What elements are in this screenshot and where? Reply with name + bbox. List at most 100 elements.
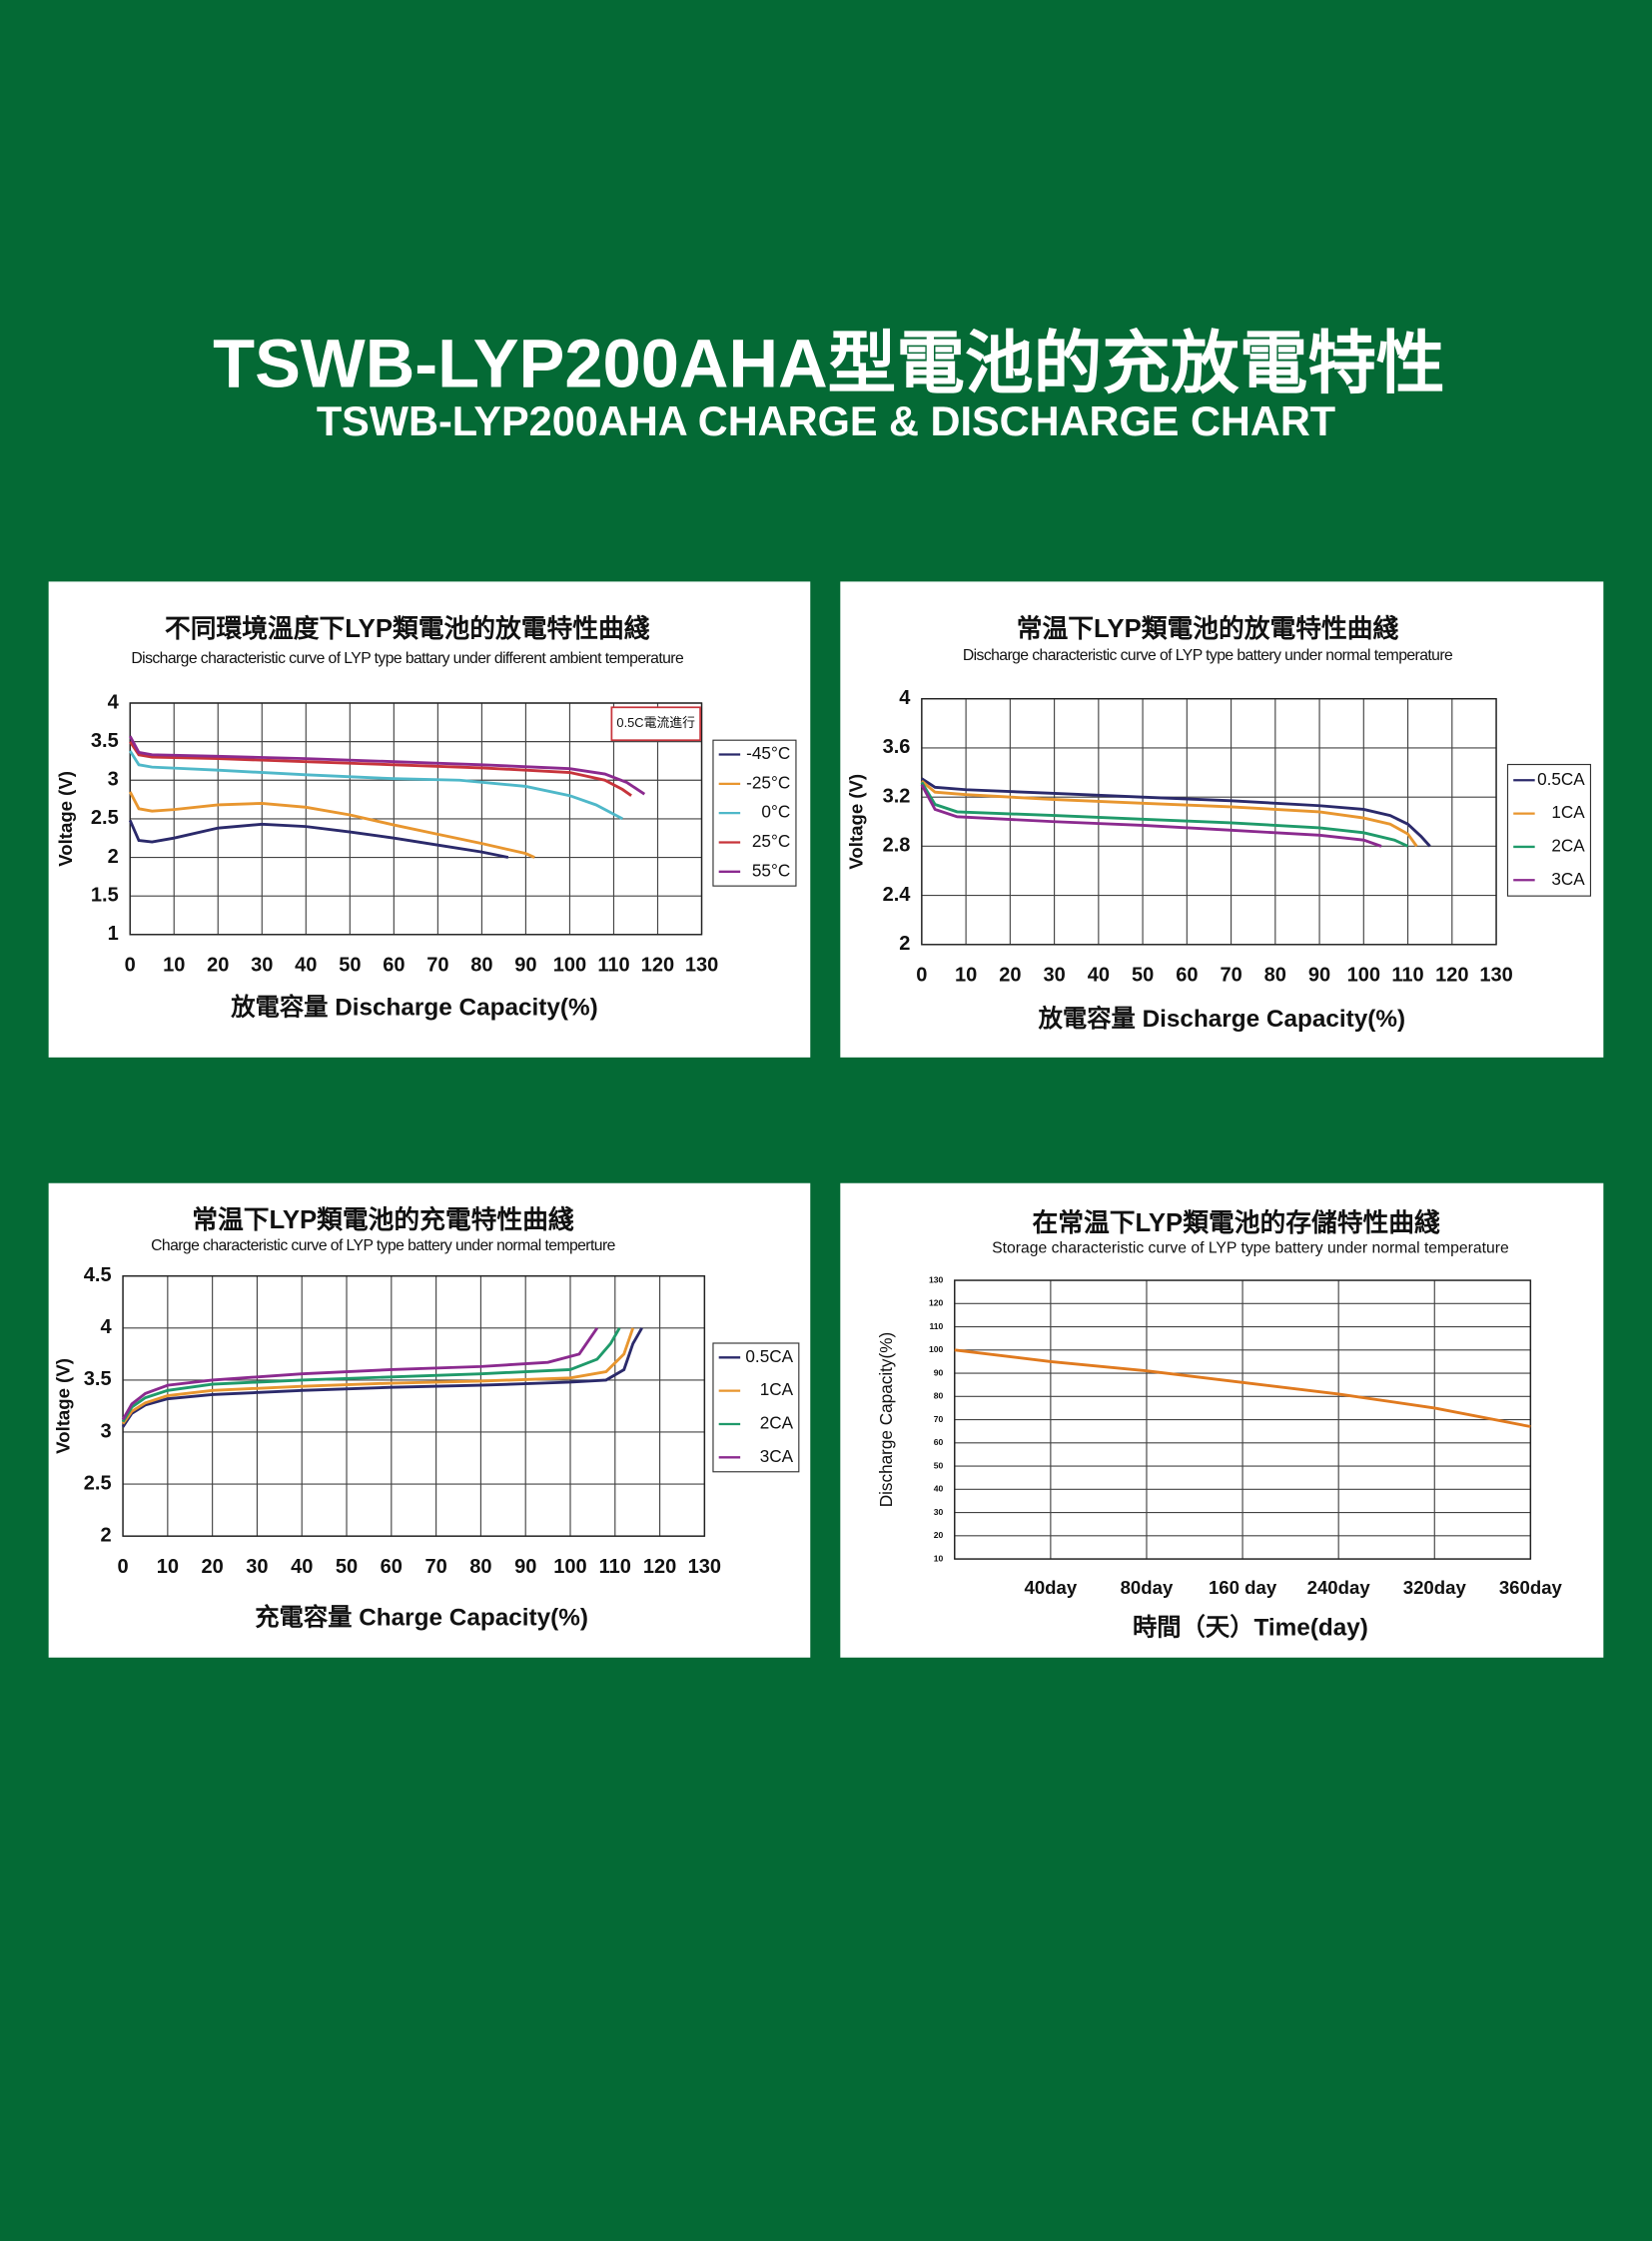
y-tick-label: 2.5 (91, 807, 119, 829)
x-tick-label: 40 (291, 1556, 313, 1578)
y-tick-label: 2 (100, 1524, 111, 1546)
panel (48, 581, 811, 1058)
x-tick-label: 50 (336, 1556, 358, 1578)
x-axis-label: 放電容量 Discharge Capacity(%) (1038, 1005, 1405, 1033)
x-tick-label: 60 (383, 955, 405, 977)
x-tick-label: 100 (1347, 965, 1380, 987)
x-tick-label: 0 (916, 965, 927, 987)
y-axis-label: Discharge Capacity(%) (876, 1332, 896, 1507)
plot-frame (129, 702, 703, 936)
x-tick-label: 20 (999, 965, 1021, 987)
x-tick-label: 360day (1499, 1577, 1563, 1598)
y-tick-label: 4.5 (84, 1264, 112, 1286)
x-tick-label: 70 (424, 1556, 446, 1578)
x-tick-label: 80 (470, 955, 492, 977)
y-tick-label: 4 (899, 687, 911, 709)
y-axis-label: Voltage (V) (55, 771, 76, 867)
x-tick-label: 110 (599, 1556, 631, 1578)
chart-subtitle: Discharge characteristic curve of LYP ty… (131, 650, 684, 667)
legend-label: 0.5CA (1537, 769, 1585, 789)
legend-label: 2CA (760, 1413, 794, 1433)
y-tick-label: 30 (934, 1507, 944, 1517)
x-tick-label: 20 (207, 955, 229, 977)
legend-label: 25°C (752, 831, 790, 851)
y-tick-label: 1 (108, 923, 119, 945)
x-tick-label: 100 (553, 1556, 586, 1578)
y-axis-label: Voltage (V) (52, 1358, 73, 1454)
x-tick-label: 60 (381, 1556, 403, 1578)
x-tick-label: 10 (157, 1556, 179, 1578)
x-tick-label: 0 (125, 955, 136, 977)
series-line (121, 1327, 599, 1421)
y-tick-label: 3 (100, 1420, 111, 1442)
x-tick-label: 10 (163, 955, 185, 977)
series-line (121, 1327, 621, 1423)
legend-label: 0°C (761, 802, 790, 822)
panel (840, 581, 1604, 1058)
series-line (121, 1327, 635, 1425)
x-tick-label: 100 (553, 955, 586, 977)
x-tick-label: 50 (1132, 965, 1154, 987)
y-tick-label: 50 (934, 1460, 944, 1470)
x-tick-label: 320day (1403, 1577, 1467, 1598)
y-tick-label: 20 (934, 1530, 944, 1540)
chart-title: 常温下LYP類電池的充電特性曲綫 (192, 1204, 574, 1234)
page-title: TSWB-LYP200AHA型電池的充放電特性 (213, 325, 1444, 401)
x-axis-label: 充電容量 Charge Capacity(%) (255, 1604, 588, 1632)
x-tick-label: 40 (1088, 965, 1110, 987)
panel (840, 1182, 1604, 1658)
y-tick-label: 4 (100, 1316, 112, 1338)
series-line (920, 781, 1409, 848)
y-tick-label: 40 (934, 1484, 944, 1494)
x-tick-label: 20 (202, 1556, 224, 1578)
y-tick-label: 2.4 (883, 884, 912, 906)
x-tick-label: 90 (514, 955, 536, 977)
y-axis-label: Voltage (V) (845, 774, 866, 870)
y-tick-label: 3 (108, 769, 119, 791)
plot-frame (921, 697, 1497, 946)
legend-label: 0.5CA (745, 1346, 793, 1366)
x-tick-label: 30 (1043, 965, 1065, 987)
series-line (128, 750, 623, 821)
chart-title: 在常温下LYP類電池的存儲特性曲綫 (1033, 1207, 1440, 1237)
x-tick-label: 10 (955, 965, 977, 987)
series-line (121, 1327, 643, 1428)
legend-box (1506, 763, 1592, 897)
y-tick-label: 60 (934, 1437, 944, 1447)
y-tick-label: 110 (929, 1321, 943, 1331)
legend-label: 55°C (752, 860, 790, 880)
chart-subtitle: Charge characteristic curve of LYP type … (151, 1237, 615, 1254)
chart-title: 常温下LYP類電池的放電特性曲綫 (1017, 613, 1399, 643)
legend-box (712, 1342, 800, 1473)
legend-label: 3CA (1551, 869, 1585, 889)
y-tick-label: 3.5 (84, 1368, 112, 1390)
y-tick-label: 3.6 (883, 736, 911, 758)
legend-label: 1CA (1551, 802, 1585, 822)
chart-subtitle: Discharge characteristic curve of LYP ty… (963, 647, 1453, 664)
x-tick-label: 120 (643, 1556, 676, 1578)
x-tick-label: 240day (1307, 1577, 1371, 1598)
x-tick-label: 50 (339, 955, 361, 977)
x-tick-label: 80 (1264, 965, 1286, 987)
x-tick-label: 120 (1435, 965, 1468, 987)
x-tick-label: 70 (1220, 965, 1241, 987)
y-tick-label: 3.5 (91, 730, 119, 752)
series-line (921, 777, 1431, 848)
series-line (128, 735, 646, 796)
y-tick-label: 2.8 (883, 835, 911, 857)
annotation-box (610, 706, 701, 742)
y-tick-label: 2.5 (84, 1472, 112, 1494)
legend-label: 2CA (1551, 835, 1585, 855)
x-tick-label: 90 (514, 1556, 536, 1578)
y-tick-label: 2 (108, 846, 119, 868)
series-line (954, 1348, 1531, 1428)
x-tick-label: 110 (1391, 965, 1423, 987)
legend-label: 1CA (760, 1379, 794, 1399)
x-tick-label: 30 (251, 955, 273, 977)
chart-subtitle: Storage characteristic curve of LYP type… (992, 1240, 1509, 1257)
y-tick-label: 70 (934, 1414, 944, 1424)
series-line (920, 780, 1418, 848)
x-tick-label: 80 (469, 1556, 491, 1578)
y-tick-label: 80 (934, 1391, 944, 1401)
